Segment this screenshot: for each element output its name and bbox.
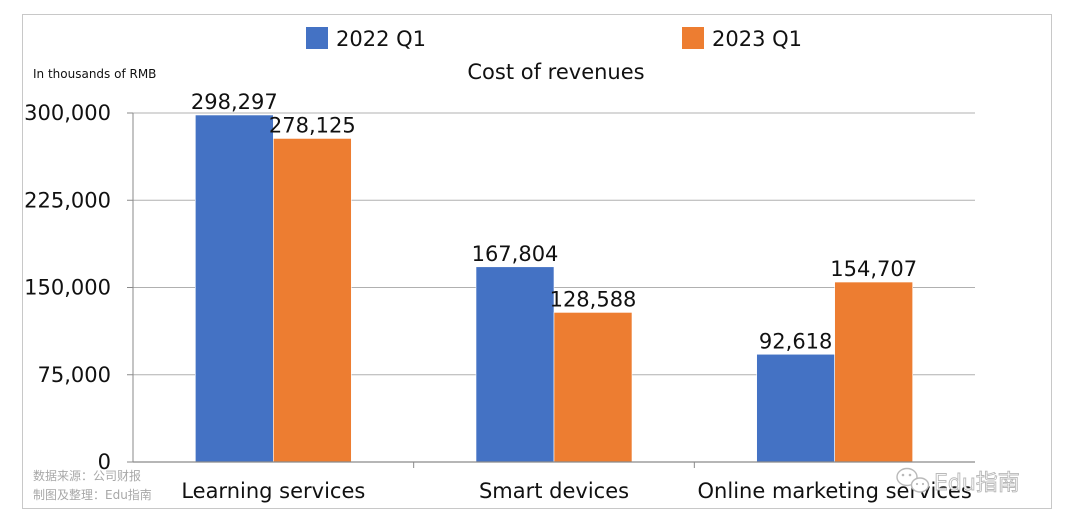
legend-label-2023-q1: 2023 Q1 bbox=[712, 27, 802, 51]
bar-2023-q1 bbox=[834, 281, 913, 463]
data-label: 278,125 bbox=[269, 113, 356, 137]
data-label: 92,618 bbox=[759, 329, 832, 353]
chart-title: Cost of revenues bbox=[467, 60, 644, 84]
unit-note: In thousands of RMB bbox=[33, 67, 156, 81]
data-label: 154,707 bbox=[830, 257, 917, 281]
legend-label-2022-q1: 2022 Q1 bbox=[336, 27, 426, 51]
bar-2022-q1 bbox=[195, 114, 274, 463]
y-tick-label: 225,000 bbox=[24, 188, 111, 212]
source-note-line1: 数据来源：公司财报 bbox=[33, 468, 141, 483]
x-tick-label: Online marketing services bbox=[698, 479, 972, 503]
bar-2023-q1 bbox=[273, 138, 352, 463]
bar-2023-q1 bbox=[553, 312, 633, 463]
wechat-icon bbox=[896, 467, 930, 493]
data-label: 298,297 bbox=[191, 90, 278, 114]
x-axis: Learning services Smart devices Online mar… bbox=[133, 461, 975, 503]
data-label: 128,588 bbox=[550, 287, 637, 311]
y-tick-label: 0 bbox=[98, 450, 111, 474]
bars bbox=[195, 114, 913, 463]
bar-2022-q1 bbox=[756, 353, 835, 463]
legend: 2022 Q1 2023 Q1 bbox=[306, 27, 802, 51]
y-tick-label: 150,000 bbox=[24, 276, 111, 300]
y-tick-label: 300,000 bbox=[24, 101, 111, 125]
watermark-text: Edu指南 bbox=[934, 471, 1020, 496]
x-tick-label: Smart devices bbox=[479, 479, 629, 503]
x-tick-label: Learning services bbox=[181, 479, 365, 503]
source-note-line2: 制图及整理：Edu指南 bbox=[33, 487, 152, 502]
watermark: Edu指南 bbox=[896, 467, 1020, 496]
y-tick-label: 75,000 bbox=[38, 363, 111, 387]
legend-swatch-2022-q1 bbox=[306, 27, 328, 49]
data-label: 167,804 bbox=[472, 242, 559, 266]
legend-swatch-2023-q1 bbox=[682, 27, 704, 49]
bar-2022-q1 bbox=[475, 266, 555, 463]
y-axis: 0 75,000 150,000 225,000 300,000 bbox=[24, 101, 134, 474]
